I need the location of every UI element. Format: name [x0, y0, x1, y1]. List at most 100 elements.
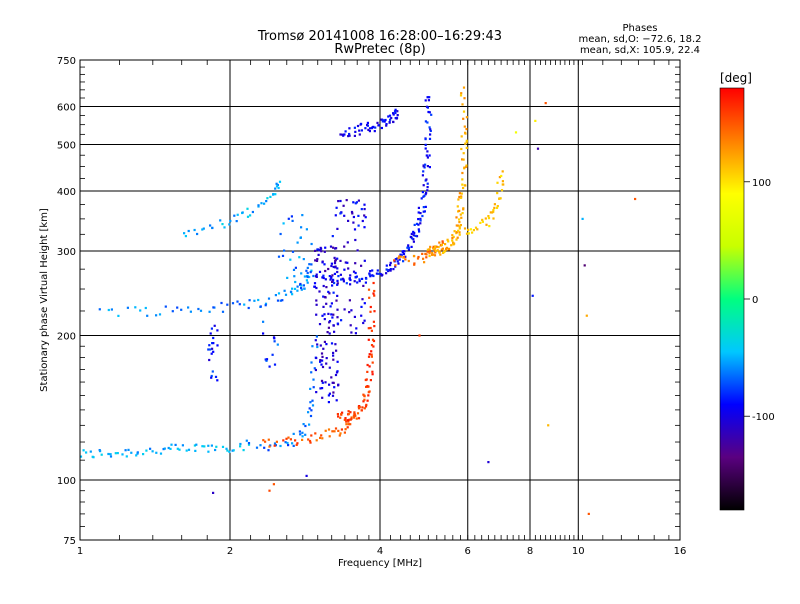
data-point — [162, 448, 165, 451]
data-point — [427, 99, 430, 102]
data-point — [263, 446, 266, 449]
data-point — [339, 273, 342, 276]
data-point — [366, 124, 369, 127]
y-axis: 75 100 200 300 400 500 600 750 — [57, 56, 680, 547]
data-point — [203, 445, 206, 448]
data-point — [333, 262, 337, 265]
data-point — [246, 207, 249, 210]
data-point — [298, 430, 301, 433]
data-point — [335, 299, 338, 302]
data-point — [465, 165, 468, 168]
data-point — [357, 407, 361, 410]
data-point — [135, 454, 138, 457]
data-point — [368, 130, 371, 133]
data-point — [463, 97, 466, 100]
data-point — [291, 219, 294, 222]
data-point — [346, 426, 349, 429]
data-point — [308, 275, 311, 279]
data-point — [392, 112, 395, 115]
data-point — [291, 442, 294, 445]
data-point — [170, 443, 173, 446]
data-point — [336, 257, 339, 260]
data-point — [361, 219, 364, 223]
data-point — [325, 357, 328, 360]
data-point — [114, 452, 117, 455]
data-point — [496, 181, 499, 184]
data-point — [365, 403, 368, 406]
data-point — [321, 359, 324, 362]
data-point — [287, 444, 290, 447]
data-point — [339, 212, 342, 215]
data-point — [388, 121, 391, 124]
data-point — [371, 373, 374, 376]
data-point — [462, 152, 465, 155]
data-point — [354, 332, 357, 335]
data-point — [360, 314, 363, 317]
data-point — [289, 258, 292, 261]
data-point — [316, 343, 319, 346]
data-point — [263, 202, 266, 205]
data-point — [368, 353, 371, 356]
data-point — [335, 371, 339, 374]
data-point — [144, 306, 147, 310]
data-point — [310, 242, 313, 246]
data-point — [441, 247, 444, 250]
data-point — [461, 212, 464, 215]
data-point — [300, 284, 303, 287]
data-point — [372, 292, 375, 295]
data-point — [485, 223, 488, 226]
data-point — [463, 125, 466, 128]
data-point — [300, 226, 303, 229]
data-point — [318, 270, 322, 273]
data-point — [315, 303, 318, 306]
data-point — [262, 439, 265, 442]
data-point — [465, 146, 468, 149]
data-point — [212, 342, 215, 345]
data-point — [414, 234, 417, 237]
data-point — [151, 450, 154, 453]
data-point — [352, 414, 355, 417]
data-point — [393, 259, 396, 262]
data-point — [357, 199, 360, 202]
data-point — [465, 116, 468, 119]
data-point — [287, 436, 290, 439]
data-point — [207, 450, 210, 453]
data-point — [363, 208, 366, 211]
data-point — [214, 448, 217, 452]
data-point — [248, 299, 251, 302]
data-point — [373, 325, 376, 328]
data-point — [236, 213, 239, 216]
data-point — [347, 420, 350, 423]
data-point — [110, 308, 113, 311]
data-point — [322, 284, 325, 288]
data-point — [456, 205, 459, 208]
data-point — [417, 223, 420, 226]
data-point — [460, 216, 463, 219]
data-point — [464, 132, 467, 135]
data-point — [300, 286, 303, 290]
data-point — [434, 250, 438, 253]
data-point — [381, 273, 384, 276]
data-point — [434, 251, 437, 254]
data-point — [337, 429, 340, 432]
data-point — [356, 412, 360, 415]
data-point — [309, 441, 312, 444]
data-point — [316, 345, 319, 349]
data-point — [426, 189, 429, 192]
data-point — [424, 193, 427, 196]
data-point — [309, 401, 312, 404]
data-point — [424, 120, 427, 123]
data-point — [459, 224, 462, 227]
data-point — [319, 436, 322, 439]
data-point — [395, 117, 398, 120]
data-point — [422, 210, 425, 213]
data-point — [491, 211, 494, 214]
data-point — [354, 238, 357, 242]
data-point — [319, 344, 322, 347]
data-point — [496, 192, 499, 195]
data-point — [239, 442, 242, 446]
data-point — [116, 452, 119, 455]
data-point — [332, 265, 335, 269]
data-point — [212, 306, 215, 309]
data-point — [185, 449, 188, 452]
